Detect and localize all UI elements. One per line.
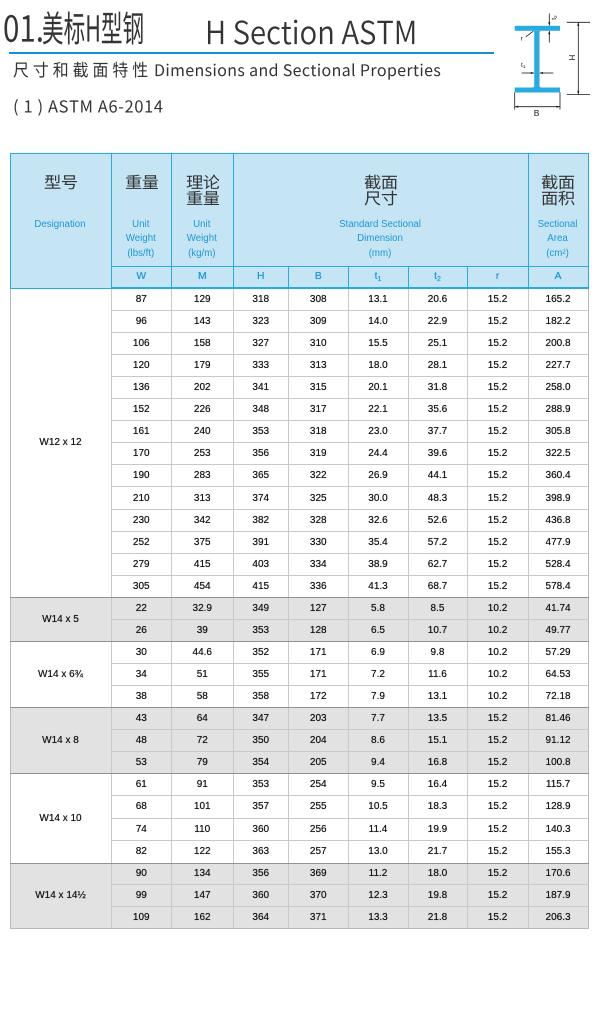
svg-text:B: B [534,108,540,118]
svg-text:r: r [521,36,524,43]
svg-text:H: H [567,55,576,61]
svg-text:t2: t2 [551,15,558,20]
svg-text:t1: t1 [521,62,526,69]
